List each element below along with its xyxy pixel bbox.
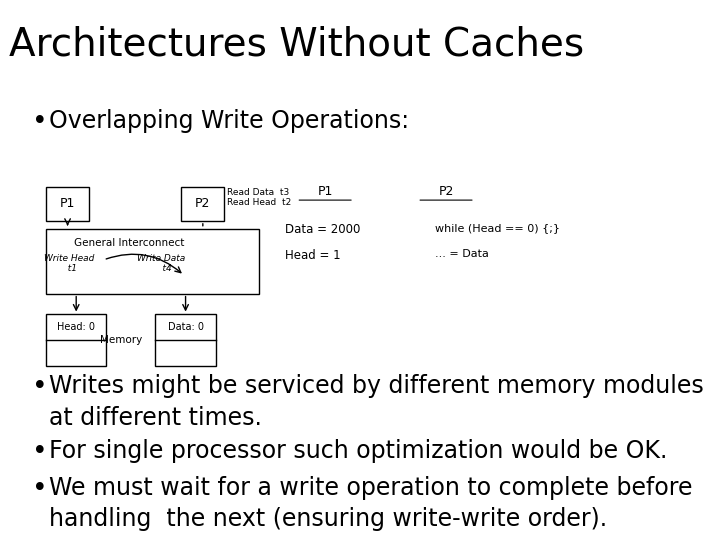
Text: while (Head == 0) {;}: while (Head == 0) {;} (435, 224, 559, 233)
Text: ... = Data: ... = Data (435, 249, 488, 260)
Text: General Interconnect: General Interconnect (74, 238, 184, 248)
FancyBboxPatch shape (46, 187, 89, 221)
Text: Memory: Memory (99, 335, 142, 346)
FancyBboxPatch shape (181, 187, 225, 221)
Text: •: • (32, 439, 48, 465)
Text: We must wait for a write operation to complete before
handling  the next (ensuri: We must wait for a write operation to co… (49, 476, 693, 531)
Text: P1: P1 (318, 185, 333, 198)
Text: Overlapping Write Operations:: Overlapping Write Operations: (49, 109, 409, 133)
FancyBboxPatch shape (156, 314, 216, 367)
Text: P2: P2 (438, 185, 454, 198)
FancyBboxPatch shape (46, 228, 259, 294)
Text: •: • (32, 374, 48, 400)
Text: Writes might be serviced by different memory modules
at different times.: Writes might be serviced by different me… (49, 374, 703, 430)
Text: Write Data
    t4: Write Data t4 (137, 254, 185, 273)
Text: Data: 0: Data: 0 (168, 322, 204, 333)
Text: Architectures Without Caches: Architectures Without Caches (9, 26, 584, 64)
Text: Read Data  t3
Read Head  t2: Read Data t3 Read Head t2 (228, 187, 292, 207)
Text: •: • (32, 476, 48, 502)
Text: Data = 2000: Data = 2000 (285, 224, 360, 237)
Text: For single processor such optimization would be OK.: For single processor such optimization w… (49, 439, 667, 463)
Text: Head = 1: Head = 1 (285, 249, 341, 262)
Text: Head: 0: Head: 0 (57, 322, 95, 333)
Text: •: • (32, 109, 48, 135)
Text: Write Head
  t1: Write Head t1 (44, 254, 94, 273)
Text: P2: P2 (195, 198, 210, 211)
FancyBboxPatch shape (46, 314, 107, 367)
Text: P1: P1 (60, 198, 76, 211)
